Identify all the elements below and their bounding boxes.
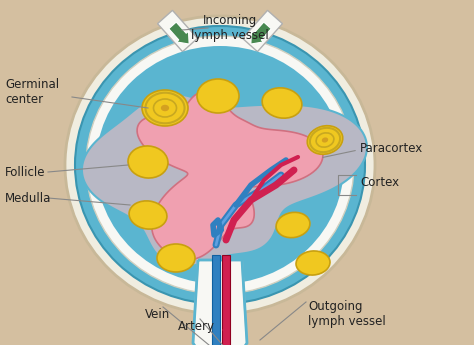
Ellipse shape: [322, 137, 328, 142]
Ellipse shape: [276, 212, 310, 238]
Polygon shape: [193, 260, 247, 345]
Ellipse shape: [197, 79, 239, 113]
Ellipse shape: [65, 16, 375, 314]
Ellipse shape: [75, 26, 365, 304]
Text: Medulla: Medulla: [5, 191, 51, 205]
Ellipse shape: [128, 146, 168, 178]
Ellipse shape: [307, 126, 343, 154]
Ellipse shape: [142, 90, 188, 126]
Polygon shape: [137, 92, 323, 260]
Text: Paracortex: Paracortex: [360, 141, 423, 155]
Text: Follicle: Follicle: [5, 166, 46, 178]
Polygon shape: [157, 10, 198, 52]
Text: Cortex: Cortex: [360, 176, 399, 188]
Polygon shape: [222, 255, 230, 345]
Polygon shape: [212, 255, 220, 345]
Polygon shape: [243, 10, 283, 52]
Ellipse shape: [157, 244, 195, 272]
Text: Germinal
center: Germinal center: [5, 78, 59, 106]
Ellipse shape: [262, 88, 302, 118]
Ellipse shape: [296, 251, 330, 275]
Ellipse shape: [86, 36, 354, 294]
FancyArrow shape: [251, 22, 271, 44]
Text: Artery: Artery: [177, 320, 215, 333]
Ellipse shape: [129, 201, 167, 229]
Ellipse shape: [161, 105, 169, 111]
Text: Incoming
lymph vessel: Incoming lymph vessel: [191, 14, 269, 42]
FancyArrow shape: [169, 22, 189, 44]
Text: Vein: Vein: [146, 308, 171, 321]
Polygon shape: [82, 94, 367, 266]
Ellipse shape: [96, 46, 344, 284]
Text: Outgoing
lymph vessel: Outgoing lymph vessel: [308, 300, 386, 328]
